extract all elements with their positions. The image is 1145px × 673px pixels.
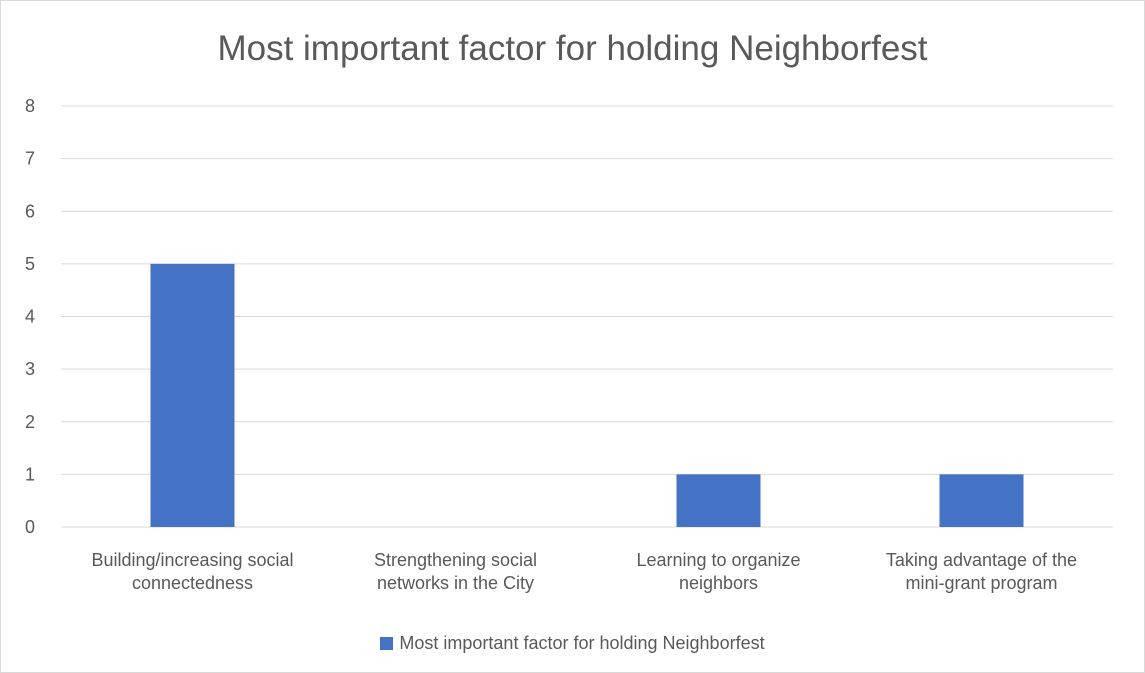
y-tick-label: 6 <box>25 201 35 221</box>
bar <box>150 263 235 527</box>
y-tick-label: 7 <box>25 149 35 169</box>
x-tick-label: Strengthening social networks in the City <box>374 550 537 593</box>
y-tick-label: 5 <box>25 254 35 274</box>
x-tick-label: Taking advantage of the mini-grant progra… <box>886 550 1077 593</box>
x-tick-label: Building/increasing social connectedness <box>91 550 293 593</box>
x-tick-label: Learning to organize neighbors <box>636 550 800 593</box>
y-tick-label: 3 <box>25 359 35 379</box>
y-tick-label: 0 <box>25 517 35 537</box>
legend-swatch <box>380 636 394 650</box>
chart-legend: Most important factor for holding Neighb… <box>1 631 1144 655</box>
bar <box>939 474 1024 527</box>
y-tick-label: 4 <box>25 307 35 327</box>
y-tick-label: 2 <box>25 412 35 432</box>
chart-title: Most important factor for holding Neighb… <box>217 29 928 68</box>
bar <box>676 474 761 527</box>
y-tick-label: 8 <box>25 96 35 116</box>
legend-label: Most important factor for holding Neighb… <box>399 632 765 653</box>
y-tick-label: 1 <box>25 464 35 484</box>
